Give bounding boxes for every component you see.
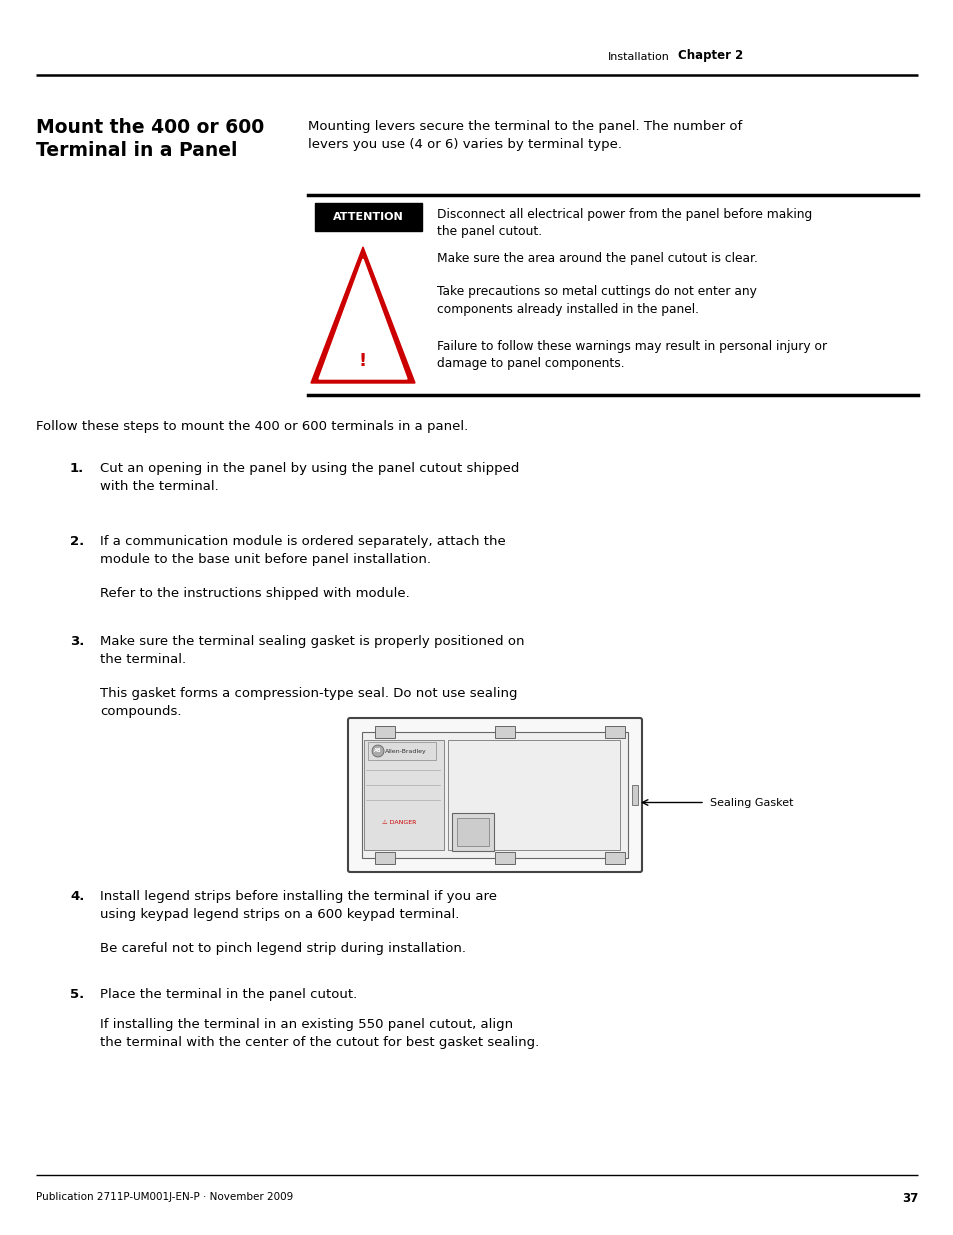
- FancyBboxPatch shape: [361, 732, 627, 858]
- Text: Refer to the instructions shipped with module.: Refer to the instructions shipped with m…: [100, 587, 410, 600]
- Text: Failure to follow these warnings may result in personal injury or
damage to pane: Failure to follow these warnings may res…: [436, 340, 826, 370]
- Text: Take precautions so metal cuttings do not enter any
components already installed: Take precautions so metal cuttings do no…: [436, 285, 756, 315]
- FancyBboxPatch shape: [495, 726, 515, 739]
- Text: 1.: 1.: [70, 462, 84, 475]
- Text: 4.: 4.: [70, 890, 84, 903]
- Text: If a communication module is ordered separately, attach the
module to the base u: If a communication module is ordered sep…: [100, 535, 505, 566]
- Circle shape: [372, 745, 384, 757]
- Text: Publication 2711P-UM001J-EN-P · November 2009: Publication 2711P-UM001J-EN-P · November…: [36, 1192, 293, 1202]
- Text: 2.: 2.: [70, 535, 84, 548]
- FancyBboxPatch shape: [604, 852, 624, 864]
- Text: Make sure the terminal sealing gasket is properly positioned on
the terminal.: Make sure the terminal sealing gasket is…: [100, 635, 524, 666]
- Text: Allen-Bradley: Allen-Bradley: [385, 748, 426, 753]
- Polygon shape: [311, 247, 415, 383]
- FancyBboxPatch shape: [456, 818, 489, 846]
- Text: This gasket forms a compression-type seal. Do not use sealing
compounds.: This gasket forms a compression-type sea…: [100, 687, 517, 718]
- FancyBboxPatch shape: [448, 740, 619, 850]
- Text: Sealing Gasket: Sealing Gasket: [709, 798, 793, 808]
- FancyBboxPatch shape: [604, 726, 624, 739]
- Text: Installation: Installation: [607, 52, 669, 62]
- FancyBboxPatch shape: [452, 813, 494, 851]
- FancyBboxPatch shape: [631, 785, 638, 805]
- Text: 5.: 5.: [70, 988, 84, 1002]
- FancyBboxPatch shape: [364, 740, 443, 850]
- Text: ATTENTION: ATTENTION: [333, 212, 403, 222]
- Text: 37: 37: [901, 1192, 917, 1205]
- Text: !: !: [358, 352, 367, 370]
- Text: Cut an opening in the panel by using the panel cutout shipped
with the terminal.: Cut an opening in the panel by using the…: [100, 462, 518, 493]
- FancyBboxPatch shape: [375, 726, 395, 739]
- Text: Chapter 2: Chapter 2: [678, 49, 742, 62]
- Text: Follow these steps to mount the 400 or 600 terminals in a panel.: Follow these steps to mount the 400 or 6…: [36, 420, 468, 433]
- FancyBboxPatch shape: [348, 718, 641, 872]
- FancyBboxPatch shape: [375, 852, 395, 864]
- FancyBboxPatch shape: [314, 203, 421, 231]
- Text: Mounting levers secure the terminal to the panel. The number of
levers you use (: Mounting levers secure the terminal to t…: [308, 120, 741, 151]
- Polygon shape: [318, 259, 407, 379]
- Text: If installing the terminal in an existing 550 panel cutout, align
the terminal w: If installing the terminal in an existin…: [100, 1018, 538, 1049]
- Text: Install legend strips before installing the terminal if you are
using keypad leg: Install legend strips before installing …: [100, 890, 497, 921]
- Text: Make sure the area around the panel cutout is clear.: Make sure the area around the panel cuto…: [436, 252, 757, 266]
- Text: Disconnect all electrical power from the panel before making
the panel cutout.: Disconnect all electrical power from the…: [436, 207, 811, 238]
- Text: Be careful not to pinch legend strip during installation.: Be careful not to pinch legend strip dur…: [100, 942, 465, 955]
- Text: Place the terminal in the panel cutout.: Place the terminal in the panel cutout.: [100, 988, 356, 1002]
- Text: ⚠ DANGER: ⚠ DANGER: [381, 820, 416, 825]
- Text: AB: AB: [374, 748, 381, 753]
- FancyBboxPatch shape: [368, 742, 436, 760]
- Text: Mount the 400 or 600
Terminal in a Panel: Mount the 400 or 600 Terminal in a Panel: [36, 119, 264, 159]
- Text: 3.: 3.: [70, 635, 84, 648]
- FancyBboxPatch shape: [495, 852, 515, 864]
